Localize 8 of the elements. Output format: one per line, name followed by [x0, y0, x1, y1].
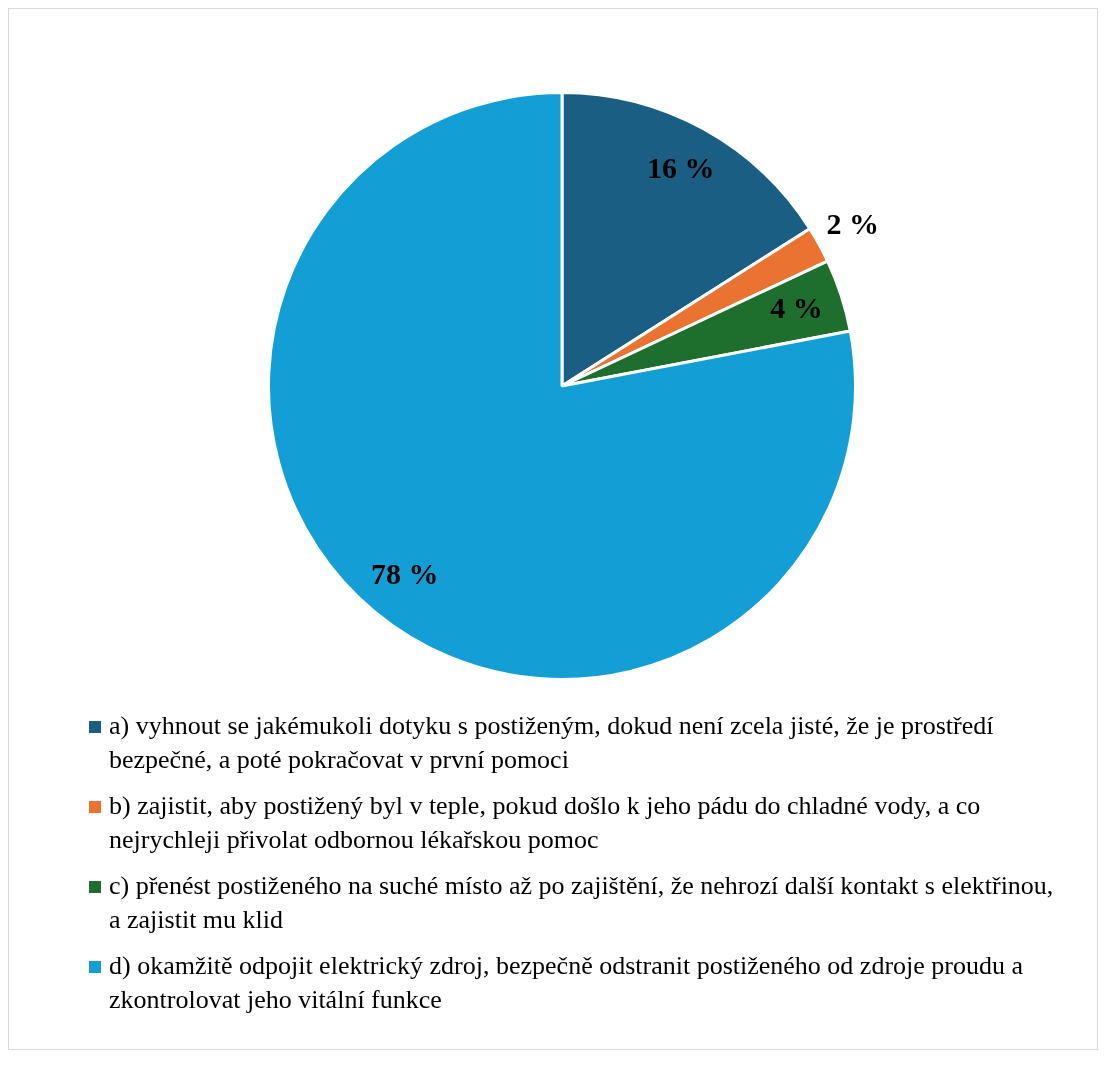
legend-label: a) vyhnout se jakémukoli dotyku s postiženým, dokud není zcela jisté, že je prostředí bezpečné, a poté pokračovat v první pomoci	[109, 710, 995, 776]
data-label: 2 %	[826, 206, 879, 240]
data-label: 4 %	[770, 290, 823, 324]
data-label: 16 %	[647, 150, 715, 184]
legend-label: d) okamžitě odpojit elektrický zdroj, bezpečně odstranit postiženého od zdroje proudu a zkontrolovat jeho vitální funkce	[109, 950, 1025, 1016]
legend-label: b) zajistit, aby postižený byl v teple, pokud došlo k jeho pádu do chladné vody, a co nejrychleji přivolat odbornou lékařskou pomoc	[109, 790, 982, 856]
data-label: 78 %	[371, 556, 439, 590]
legend-label: c) přenést postiženého na suché místo až po zajištění, že nehrozí další kontakt s elektřinou, a zajistit mu klid	[109, 870, 1055, 936]
